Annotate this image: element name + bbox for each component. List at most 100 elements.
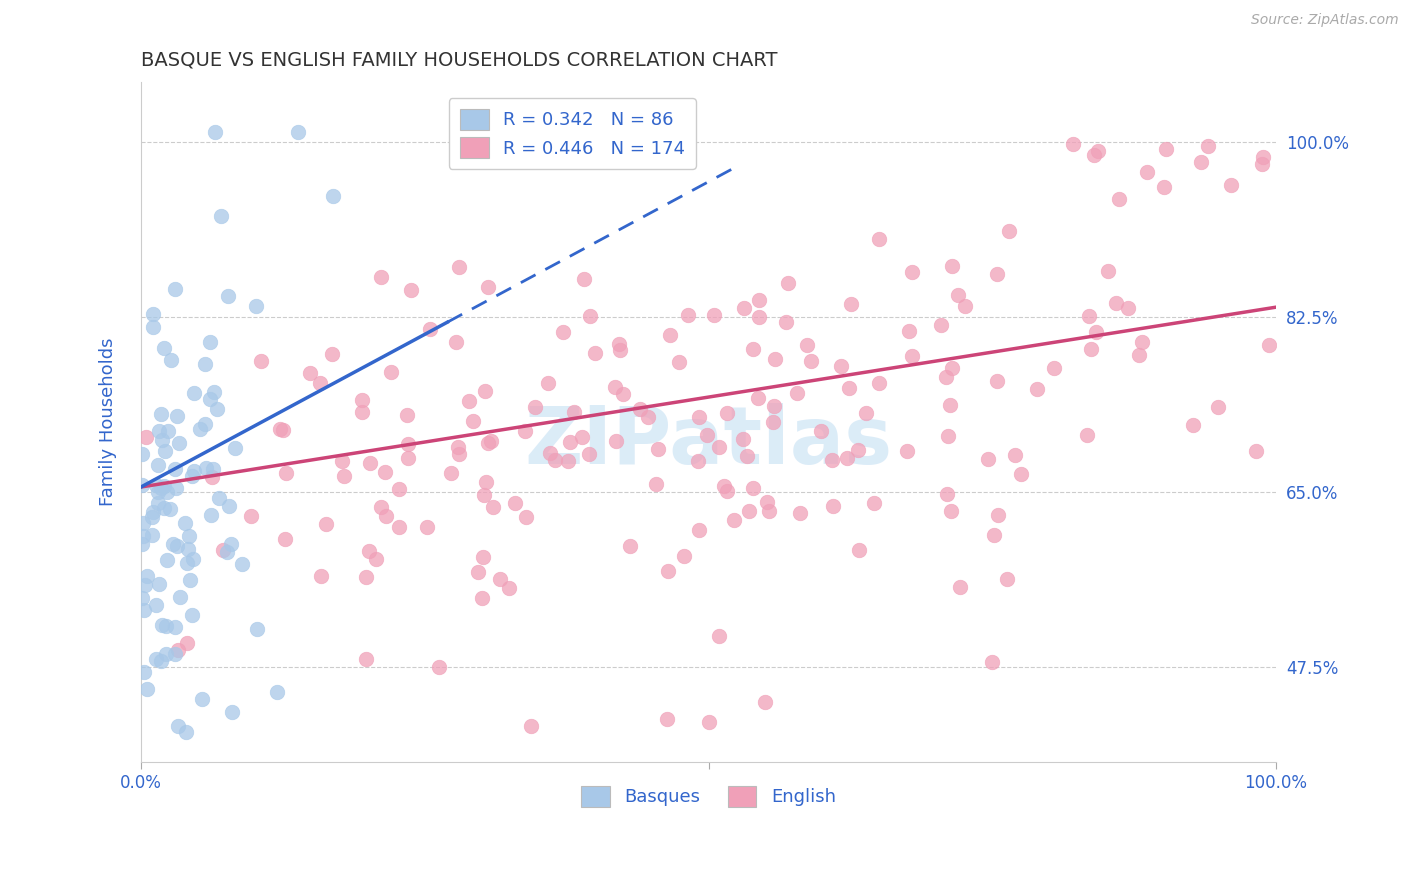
Point bbox=[156, 424, 179, 438]
Point bbox=[900, 349, 922, 363]
Point bbox=[370, 270, 392, 285]
Point bbox=[936, 487, 959, 501]
Point bbox=[1097, 264, 1119, 278]
Point bbox=[796, 338, 818, 352]
Point bbox=[998, 224, 1021, 238]
Point bbox=[479, 434, 502, 448]
Point bbox=[558, 435, 581, 450]
Point bbox=[603, 380, 626, 394]
Point bbox=[1197, 139, 1219, 153]
Point bbox=[163, 282, 186, 296]
Point bbox=[1105, 295, 1128, 310]
Point bbox=[1257, 338, 1279, 352]
Point bbox=[544, 453, 567, 467]
Point bbox=[1077, 309, 1099, 323]
Point bbox=[357, 543, 380, 558]
Point bbox=[741, 343, 763, 357]
Point bbox=[132, 602, 155, 616]
Point bbox=[359, 456, 381, 470]
Point bbox=[1136, 164, 1159, 178]
Point bbox=[941, 259, 963, 273]
Point bbox=[167, 643, 190, 657]
Point bbox=[557, 454, 579, 468]
Point bbox=[198, 392, 221, 407]
Point bbox=[354, 570, 377, 584]
Point bbox=[440, 467, 463, 481]
Point bbox=[163, 647, 186, 661]
Point bbox=[1004, 448, 1026, 462]
Point bbox=[619, 539, 641, 553]
Point bbox=[165, 620, 187, 634]
Point bbox=[983, 528, 1005, 542]
Point bbox=[1083, 148, 1105, 162]
Point bbox=[981, 655, 1004, 669]
Point bbox=[697, 714, 720, 729]
Point bbox=[733, 301, 755, 315]
Point bbox=[131, 591, 153, 605]
Point bbox=[821, 453, 844, 467]
Point bbox=[800, 354, 823, 368]
Point bbox=[135, 430, 157, 444]
Point bbox=[447, 260, 470, 275]
Point bbox=[939, 398, 962, 412]
Point bbox=[269, 422, 291, 436]
Point bbox=[628, 401, 651, 416]
Point bbox=[1062, 137, 1084, 152]
Point bbox=[986, 267, 1008, 281]
Point bbox=[647, 442, 669, 456]
Point bbox=[1250, 157, 1272, 171]
Point bbox=[748, 310, 770, 325]
Point bbox=[1116, 301, 1139, 315]
Point bbox=[364, 552, 387, 566]
Point bbox=[375, 508, 398, 523]
Point bbox=[481, 500, 503, 514]
Point bbox=[609, 343, 631, 357]
Point bbox=[1253, 151, 1275, 165]
Point bbox=[142, 505, 165, 519]
Point bbox=[354, 652, 377, 666]
Point bbox=[165, 481, 187, 495]
Point bbox=[949, 580, 972, 594]
Point bbox=[166, 409, 188, 424]
Point bbox=[159, 502, 181, 516]
Point bbox=[709, 629, 731, 643]
Point bbox=[176, 724, 198, 739]
Point bbox=[156, 553, 179, 567]
Point bbox=[1153, 180, 1175, 194]
Point bbox=[309, 569, 332, 583]
Point bbox=[217, 288, 239, 302]
Point bbox=[388, 482, 411, 496]
Point bbox=[155, 619, 177, 633]
Point bbox=[1087, 144, 1109, 158]
Point bbox=[612, 386, 634, 401]
Point bbox=[141, 528, 163, 542]
Point bbox=[333, 468, 356, 483]
Point bbox=[150, 618, 173, 632]
Point bbox=[1182, 417, 1205, 432]
Point bbox=[758, 504, 780, 518]
Point bbox=[731, 432, 754, 446]
Point bbox=[350, 405, 373, 419]
Point bbox=[605, 434, 627, 449]
Point bbox=[396, 408, 419, 422]
Point bbox=[754, 695, 776, 709]
Point bbox=[239, 508, 262, 523]
Point bbox=[166, 539, 188, 553]
Point bbox=[742, 481, 765, 495]
Point bbox=[287, 125, 309, 139]
Point bbox=[668, 355, 690, 369]
Point bbox=[583, 346, 606, 360]
Point bbox=[427, 659, 450, 673]
Point bbox=[181, 552, 204, 566]
Point bbox=[419, 322, 441, 336]
Point bbox=[707, 440, 730, 454]
Point bbox=[477, 279, 499, 293]
Point bbox=[136, 682, 159, 697]
Point bbox=[762, 400, 785, 414]
Point bbox=[200, 508, 222, 522]
Point bbox=[1189, 155, 1212, 169]
Point bbox=[169, 436, 191, 450]
Point bbox=[388, 520, 411, 534]
Point bbox=[846, 443, 869, 458]
Point bbox=[659, 327, 682, 342]
